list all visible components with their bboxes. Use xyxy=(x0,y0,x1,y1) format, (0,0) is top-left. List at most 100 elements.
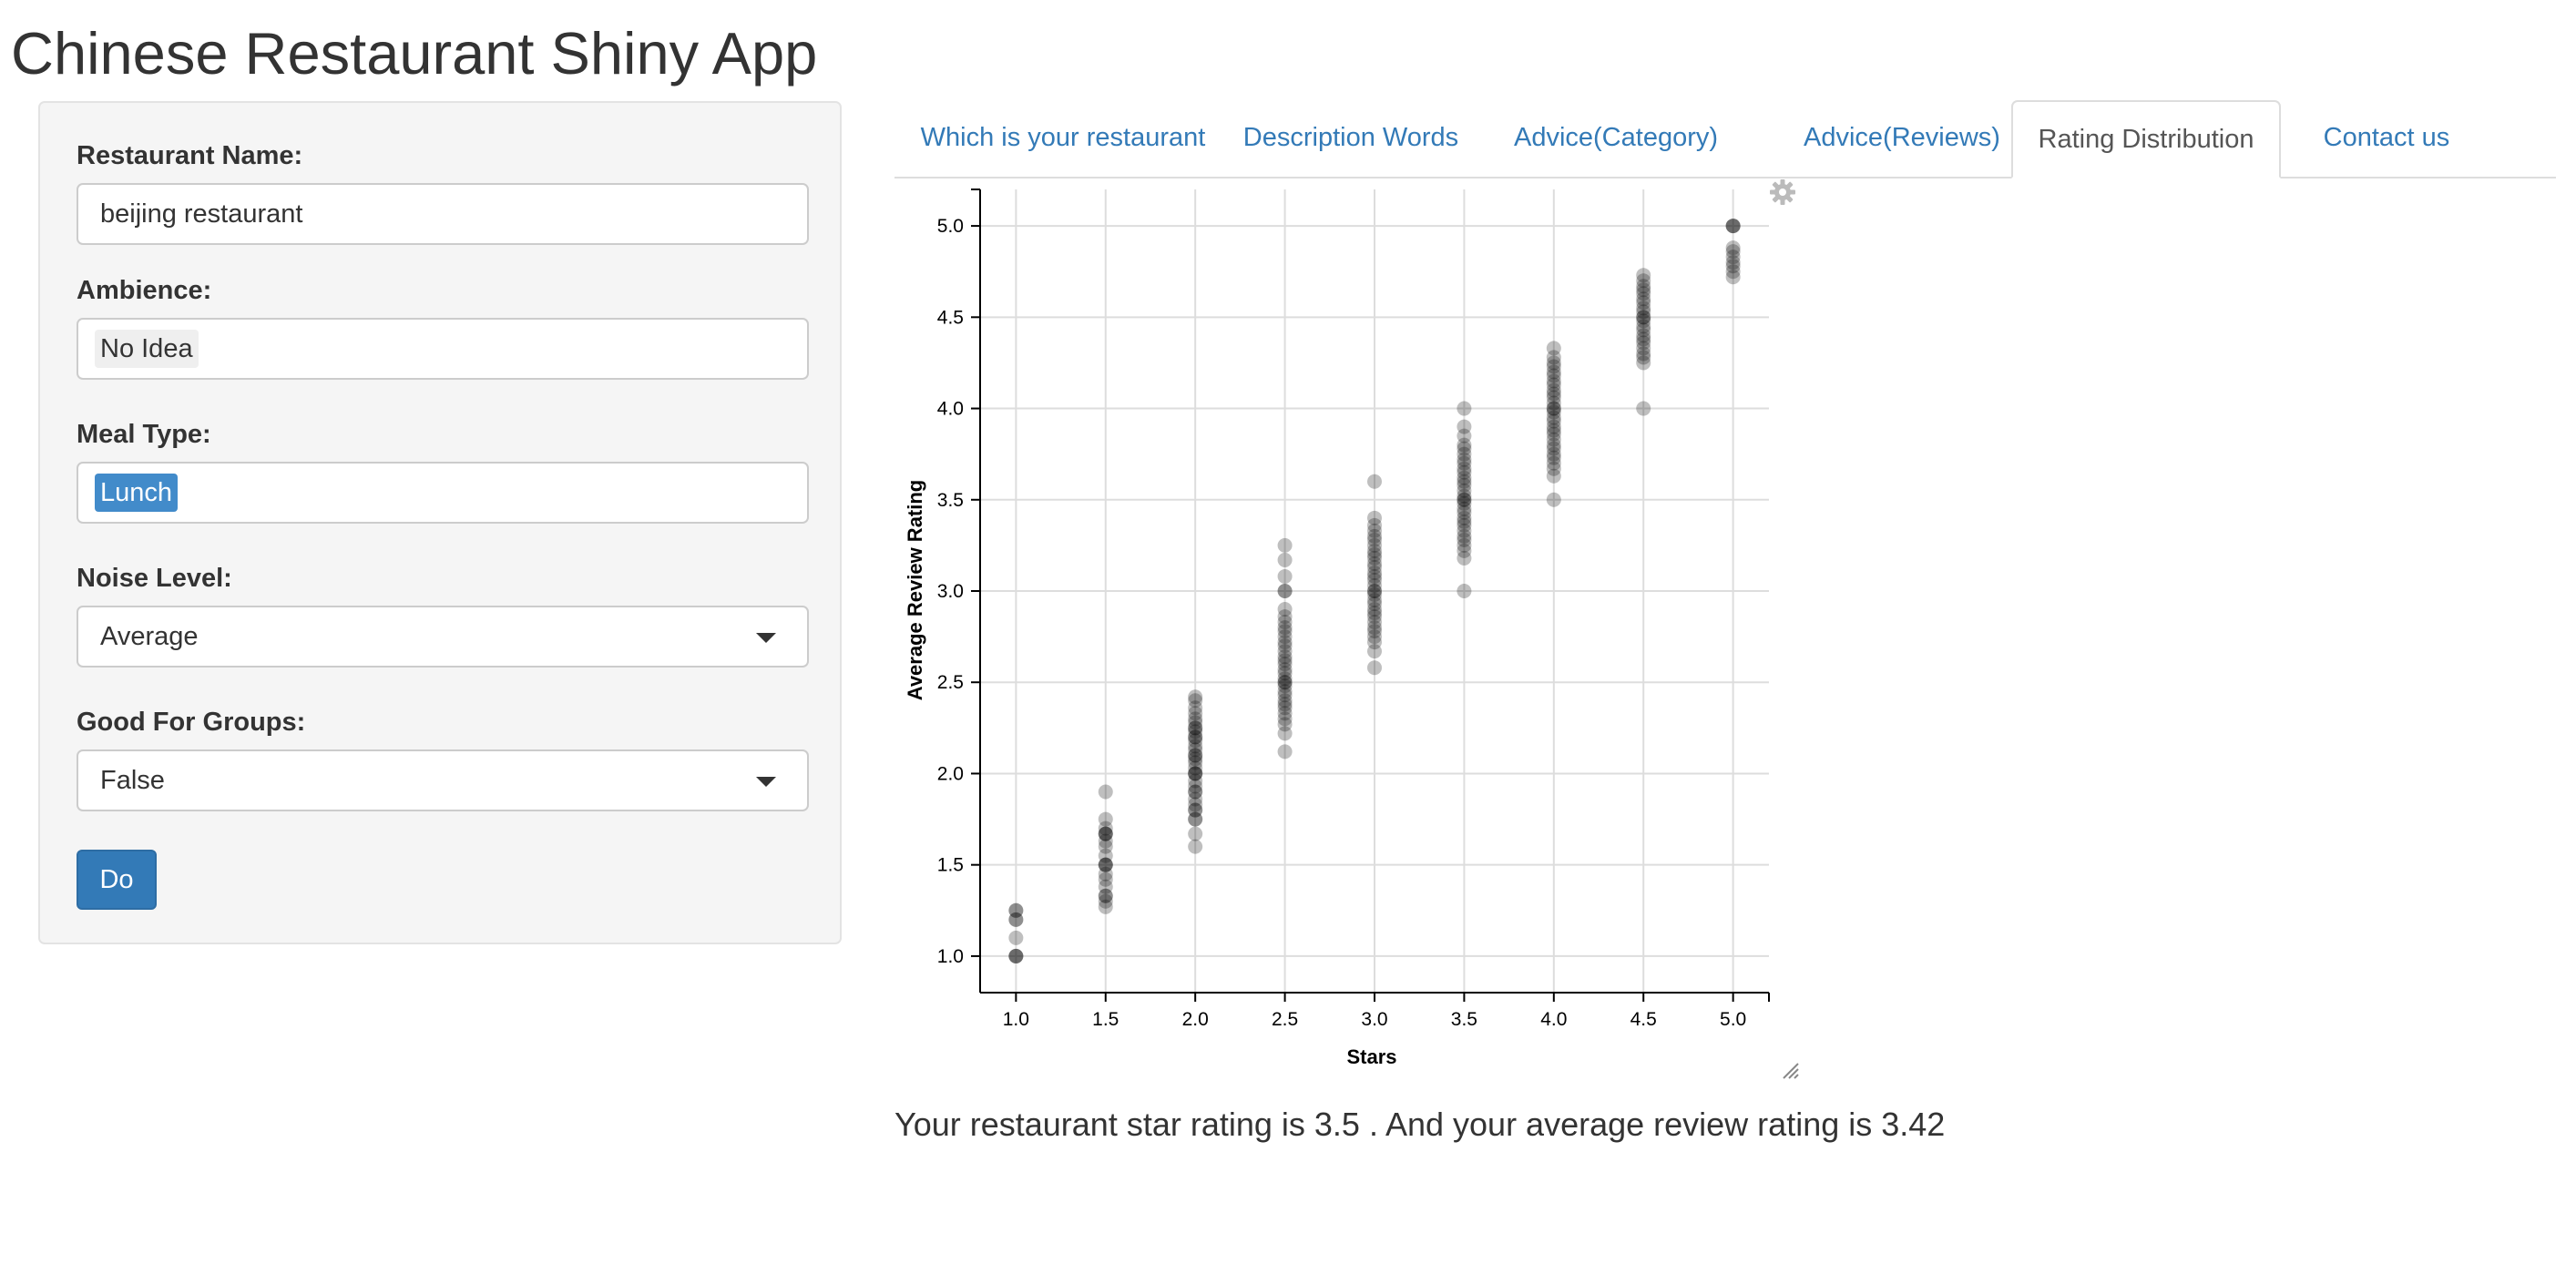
data-point xyxy=(1636,301,1651,316)
data-point xyxy=(1277,697,1293,712)
data-point xyxy=(1457,505,1472,520)
data-point xyxy=(1367,474,1382,489)
data-point xyxy=(1367,644,1382,659)
data-point xyxy=(1188,729,1203,745)
data-point xyxy=(1188,700,1203,716)
meal-type-label: Meal Type: xyxy=(77,420,211,449)
data-point xyxy=(1188,742,1203,758)
data-point xyxy=(1546,390,1561,405)
good-for-groups-select[interactable]: False xyxy=(77,749,809,811)
y-tick-label: 3.5 xyxy=(937,490,964,511)
data-point xyxy=(1546,419,1561,434)
x-tick-label: 3.0 xyxy=(1361,1009,1387,1030)
data-point xyxy=(1367,593,1382,608)
data-point xyxy=(1636,313,1651,329)
data-point xyxy=(1725,270,1741,285)
data-point xyxy=(1277,744,1293,759)
data-point xyxy=(1367,543,1382,558)
data-point xyxy=(1457,401,1472,416)
tab-rating-distribution[interactable]: Rating Distribution xyxy=(2011,100,2281,178)
data-point xyxy=(1367,596,1382,612)
data-point xyxy=(1277,609,1293,625)
tab-advice-reviews[interactable]: Advice(Reviews) xyxy=(1804,123,2000,152)
data-point xyxy=(1277,537,1293,553)
data-point xyxy=(1546,395,1561,411)
data-point xyxy=(1367,635,1382,650)
data-point xyxy=(1277,711,1293,727)
data-point xyxy=(1188,784,1203,800)
data-point xyxy=(1457,517,1472,533)
data-point xyxy=(1277,635,1293,650)
data-point xyxy=(1546,404,1561,420)
x-tick-label: 4.5 xyxy=(1630,1009,1657,1030)
data-point xyxy=(1008,902,1024,918)
y-tick-label: 2.5 xyxy=(937,672,964,693)
data-point xyxy=(1457,470,1472,485)
data-point xyxy=(1188,748,1203,763)
data-point xyxy=(1008,948,1024,963)
meal-type-select[interactable]: Lunch xyxy=(77,462,809,524)
ambience-selected-item[interactable]: No Idea xyxy=(95,330,199,368)
chart-grid xyxy=(980,189,1769,993)
data-point xyxy=(1367,629,1382,645)
data-point xyxy=(1277,602,1293,617)
tab-description-words[interactable]: Description Words xyxy=(1242,123,1459,152)
restaurant-name-input[interactable]: beijing restaurant xyxy=(77,183,809,245)
data-point xyxy=(1367,572,1382,587)
data-point xyxy=(1636,279,1651,294)
data-point xyxy=(1546,410,1561,425)
x-tick-label: 5.0 xyxy=(1720,1009,1746,1030)
noise-level-value: Average xyxy=(100,622,199,651)
data-point xyxy=(1188,748,1203,763)
y-tick-label: 4.5 xyxy=(937,307,964,328)
data-point xyxy=(1188,766,1203,781)
y-axis-label: Average Review Rating xyxy=(904,480,926,701)
data-point xyxy=(1636,268,1651,283)
resize-handle-icon[interactable] xyxy=(1782,1062,1800,1080)
data-point xyxy=(1098,839,1113,854)
sidebar-panel: Restaurant Name: beijing restaurant Ambi… xyxy=(38,101,842,944)
do-button[interactable]: Do xyxy=(77,850,157,910)
data-point xyxy=(1367,587,1382,603)
good-for-groups-label: Good For Groups: xyxy=(77,708,306,737)
data-point xyxy=(1277,662,1293,678)
data-point xyxy=(1725,259,1741,274)
data-point xyxy=(1277,688,1293,703)
tab-which-is-your-restaurant[interactable]: Which is your restaurant xyxy=(920,123,1206,152)
data-point xyxy=(1546,432,1561,447)
data-point xyxy=(1546,355,1561,371)
data-point xyxy=(1546,350,1561,365)
data-point xyxy=(1098,888,1113,903)
chevron-down-icon[interactable] xyxy=(756,777,776,787)
tab-advice-category[interactable]: Advice(Category) xyxy=(1513,123,1719,152)
data-point xyxy=(1188,693,1203,708)
data-point xyxy=(1546,426,1561,442)
data-point xyxy=(1008,948,1024,963)
data-point xyxy=(1367,565,1382,580)
data-point xyxy=(1188,802,1203,818)
data-point xyxy=(1457,464,1472,480)
data-point xyxy=(1008,912,1024,927)
data-point xyxy=(1188,766,1203,781)
data-point xyxy=(1188,826,1203,841)
data-point xyxy=(1457,495,1472,511)
data-point xyxy=(1098,826,1113,841)
data-point xyxy=(1188,839,1203,854)
data-point xyxy=(1188,724,1203,739)
data-point xyxy=(1188,689,1203,705)
data-point xyxy=(1277,684,1293,699)
meal-type-selected-item[interactable]: Lunch xyxy=(95,474,179,512)
ambience-select[interactable]: No Idea xyxy=(77,318,809,380)
data-point xyxy=(1277,584,1293,598)
chevron-down-icon[interactable] xyxy=(756,633,776,643)
data-point xyxy=(1367,510,1382,525)
noise-level-select[interactable]: Average xyxy=(77,606,809,668)
y-tick-label: 1.0 xyxy=(937,946,964,967)
x-tick-label: 3.5 xyxy=(1451,1009,1477,1030)
data-point xyxy=(1725,264,1741,280)
tab-contact-us[interactable]: Contact us xyxy=(2323,123,2450,152)
data-point xyxy=(1188,711,1203,727)
good-for-groups-value: False xyxy=(100,766,165,795)
data-point xyxy=(1457,488,1472,504)
gear-icon[interactable] xyxy=(1769,178,1796,206)
